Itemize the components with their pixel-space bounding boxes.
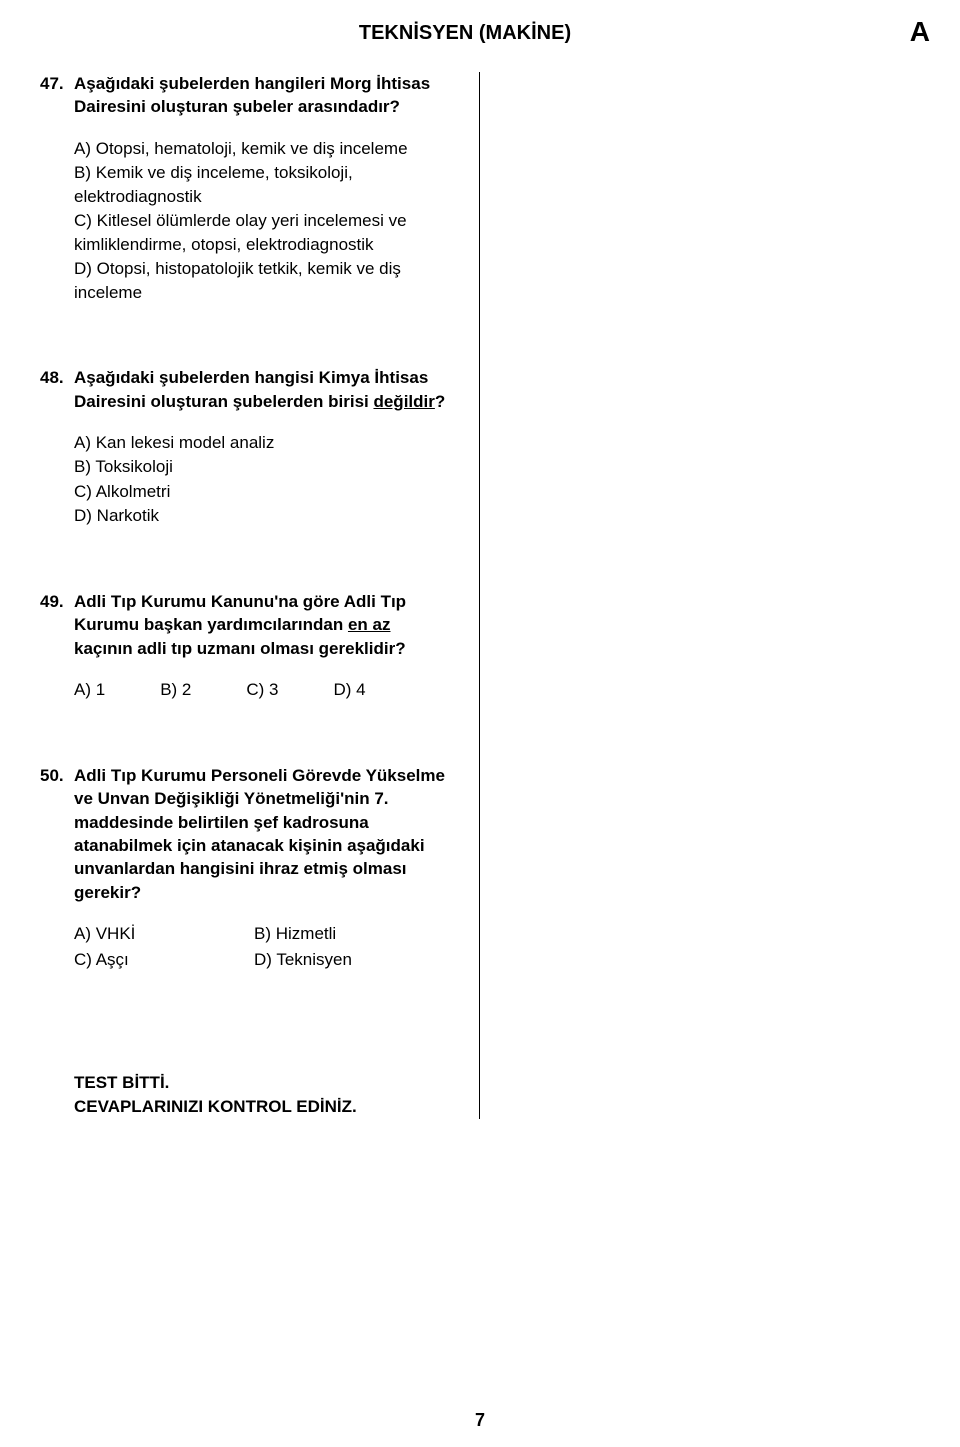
option-b: B) Hizmetli bbox=[254, 922, 451, 945]
question-number: 47. bbox=[40, 72, 74, 119]
option-c: C) Alkolmetri bbox=[74, 480, 451, 503]
option-a: A) Kan lekesi model analiz bbox=[74, 431, 451, 454]
option-b: B) Kemik ve diş inceleme, toksikoloji, e… bbox=[74, 161, 451, 208]
exam-title: TEKNİSYEN (MAKİNE) bbox=[40, 22, 890, 45]
question-stem: 48. Aşağıdaki şubelerden hangisi Kimya İ… bbox=[40, 366, 451, 413]
question-49: 49. Adli Tıp Kurumu Kanunu'na göre Adli … bbox=[40, 590, 451, 702]
option-c: C) 3 bbox=[246, 678, 278, 701]
question-50: 50. Adli Tıp Kurumu Personeli Görevde Yü… bbox=[40, 764, 451, 972]
option-d: D) Teknisyen bbox=[254, 948, 451, 971]
option-a: A) 1 bbox=[74, 678, 105, 701]
question-options: A) 1 B) 2 C) 3 D) 4 bbox=[40, 678, 451, 701]
question-stem: 49. Adli Tıp Kurumu Kanunu'na göre Adli … bbox=[40, 590, 451, 660]
option-b: B) Toksikoloji bbox=[74, 455, 451, 478]
option-d: D) 4 bbox=[334, 678, 366, 701]
content-columns: 47. Aşağıdaki şubelerden hangileri Morg … bbox=[40, 72, 890, 1119]
option-b: B) 2 bbox=[160, 678, 191, 701]
footer-line-1: TEST BİTTİ. bbox=[74, 1071, 451, 1095]
question-number: 50. bbox=[40, 764, 74, 905]
option-c: C) Kitlesel ölümlerde olay yeri inceleme… bbox=[74, 209, 451, 256]
right-column bbox=[480, 72, 890, 1119]
stem-post: ? bbox=[435, 392, 445, 411]
question-text: Aşağıdaki şubelerden hangileri Morg İhti… bbox=[74, 72, 451, 119]
option-a: A) Otopsi, hematoloji, kemik ve diş ince… bbox=[74, 137, 451, 160]
question-stem: 47. Aşağıdaki şubelerden hangileri Morg … bbox=[40, 72, 451, 119]
page-header: TEKNİSYEN (MAKİNE) A bbox=[40, 22, 890, 62]
end-of-test: TEST BİTTİ. CEVAPLARINIZI KONTROL EDİNİZ… bbox=[40, 1071, 451, 1119]
question-stem: 50. Adli Tıp Kurumu Personeli Görevde Yü… bbox=[40, 764, 451, 905]
question-47: 47. Aşağıdaki şubelerden hangileri Morg … bbox=[40, 72, 451, 304]
question-48: 48. Aşağıdaki şubelerden hangisi Kimya İ… bbox=[40, 366, 451, 528]
page-number: 7 bbox=[0, 1410, 960, 1431]
question-text: Adli Tıp Kurumu Personeli Görevde Yüksel… bbox=[74, 764, 451, 905]
option-d: D) Otopsi, histopatolojik tetkik, kemik … bbox=[74, 257, 451, 304]
question-number: 48. bbox=[40, 366, 74, 413]
left-column: 47. Aşağıdaki şubelerden hangileri Morg … bbox=[40, 72, 480, 1119]
question-text: Adli Tıp Kurumu Kanunu'na göre Adli Tıp … bbox=[74, 590, 451, 660]
question-options: A) VHKİ B) Hizmetli C) Aşçı D) Teknisyen bbox=[40, 922, 451, 971]
stem-underline: değildir bbox=[373, 392, 434, 411]
question-options: A) Otopsi, hematoloji, kemik ve diş ince… bbox=[40, 137, 451, 304]
question-number: 49. bbox=[40, 590, 74, 660]
stem-underline: en az bbox=[348, 615, 391, 634]
option-a: A) VHKİ bbox=[74, 922, 254, 945]
question-options: A) Kan lekesi model analiz B) Toksikoloj… bbox=[40, 431, 451, 528]
option-c: C) Aşçı bbox=[74, 948, 254, 971]
option-d: D) Narkotik bbox=[74, 504, 451, 527]
booklet-letter: A bbox=[910, 16, 930, 48]
stem-post: kaçının adli tıp uzmanı olması gereklidi… bbox=[74, 639, 406, 658]
footer-line-2: CEVAPLARINIZI KONTROL EDİNİZ. bbox=[74, 1095, 451, 1119]
question-text: Aşağıdaki şubelerden hangisi Kimya İhtis… bbox=[74, 366, 451, 413]
